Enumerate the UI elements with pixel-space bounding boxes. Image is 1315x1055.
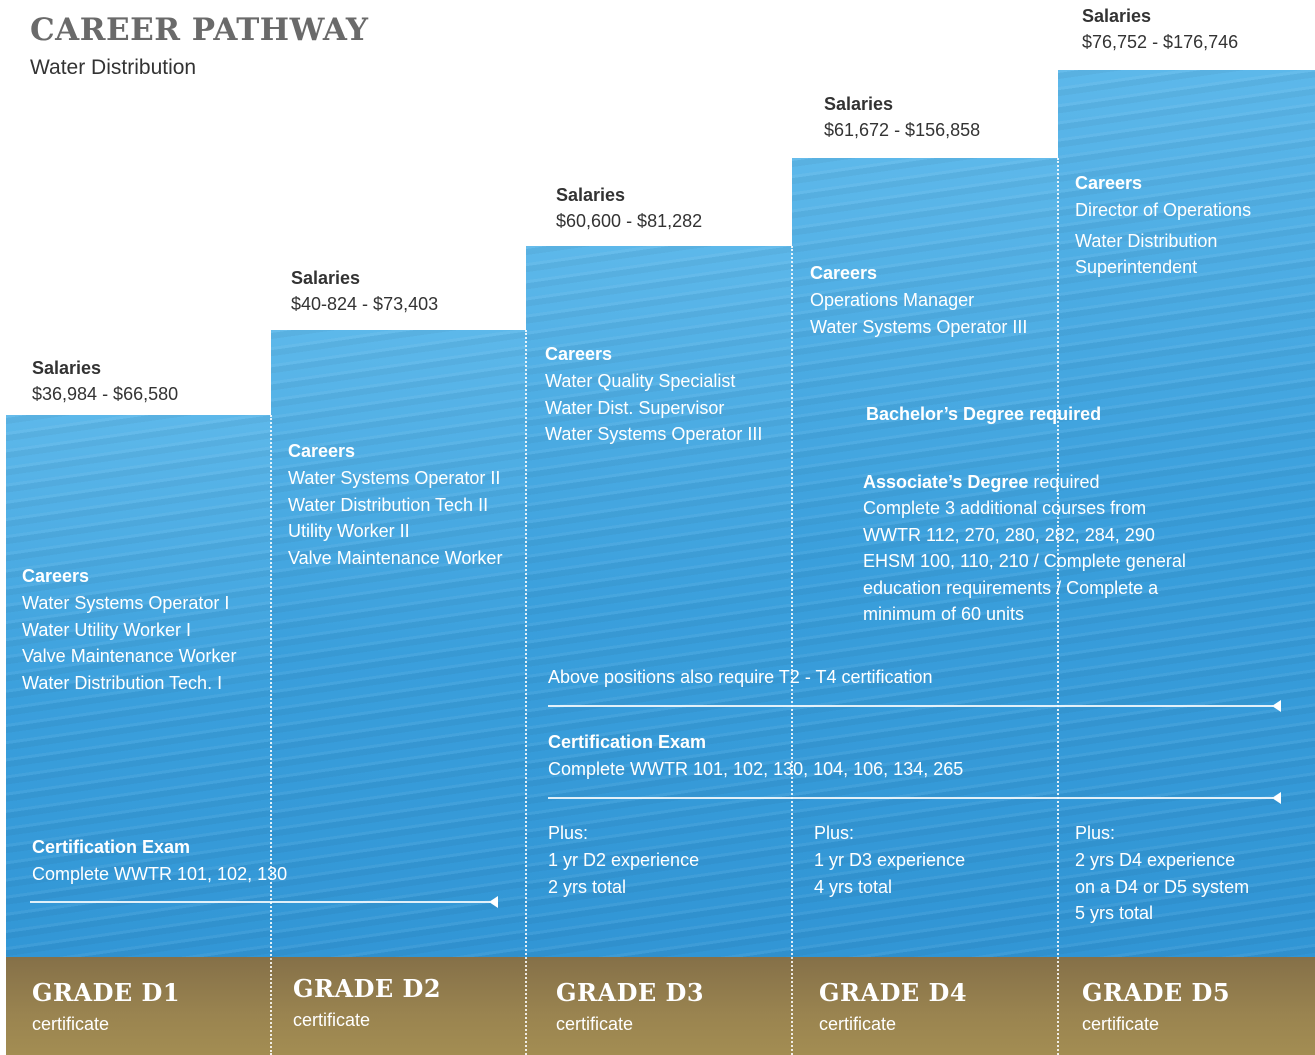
- certificate-label: certificate: [819, 1012, 896, 1036]
- careers-label: Careers: [545, 342, 612, 366]
- associate-text: Complete 3 additional courses from: [863, 496, 1146, 520]
- associate-text: EHSM 100, 110, 210 / Complete general: [863, 549, 1186, 573]
- salary-range: $40-824 - $73,403: [291, 292, 438, 316]
- exam-text: Complete WWTR 101, 102, 130, 104, 106, 1…: [548, 757, 963, 781]
- career: Valve Maintenance Worker: [22, 643, 302, 670]
- plus-line: 5 yrs total: [1075, 901, 1153, 925]
- column-divider: [525, 330, 527, 1055]
- career: Water Systems Operator I: [22, 590, 302, 617]
- associate-line: Associate’s Degree required: [863, 470, 1099, 494]
- arrow-head: [1272, 700, 1281, 712]
- career: Operations Manager: [810, 287, 1090, 314]
- careers-label: Careers: [22, 564, 89, 588]
- career: Water Systems Operator III: [545, 421, 825, 448]
- divider-line: [30, 901, 490, 903]
- career: Director of Operations: [1075, 197, 1290, 224]
- column-divider: [270, 415, 272, 1055]
- t-cert-note: Above positions also require T2 - T4 cer…: [548, 665, 933, 689]
- plus-line: 1 yr D3 experience: [814, 848, 965, 872]
- career: Water Distribution Superintendent: [1075, 228, 1290, 281]
- careers-label: Careers: [810, 261, 877, 285]
- salaries-label: Salaries: [824, 92, 893, 116]
- certificate-label: certificate: [293, 1008, 370, 1032]
- career: Water Systems Operator II: [288, 465, 568, 492]
- divider-line: [548, 797, 1273, 799]
- grade-label: GRADE D4: [819, 978, 967, 1008]
- plus-label: Plus:: [814, 821, 854, 845]
- plus-line: 2 yrs D4 experience: [1075, 848, 1235, 872]
- page: CAREER PATHWAY Water Distribution Salari…: [0, 0, 1315, 1055]
- career: Water Systems Operator III: [810, 314, 1090, 341]
- career: Utility Worker II: [288, 518, 568, 545]
- career: Valve Maintenance Worker: [288, 545, 568, 572]
- career: Water Distribution Tech. I: [22, 670, 302, 697]
- career: Water Utility Worker I: [22, 617, 302, 644]
- plus-label: Plus:: [1075, 821, 1115, 845]
- plus-line: 1 yr D2 experience: [548, 848, 699, 872]
- exam-text: Complete WWTR 101, 102, 130: [32, 862, 287, 886]
- grade-label: GRADE D5: [1082, 978, 1230, 1008]
- page-title: CAREER PATHWAY: [30, 12, 369, 48]
- salaries-label: Salaries: [32, 356, 101, 380]
- salary-range: $36,984 - $66,580: [32, 382, 178, 406]
- certificate-label: certificate: [32, 1012, 109, 1036]
- careers-label: Careers: [1075, 171, 1142, 195]
- career: Water Quality Specialist: [545, 368, 825, 395]
- plus-line: 4 yrs total: [814, 875, 892, 899]
- certificate-label: certificate: [1082, 1012, 1159, 1036]
- salaries-label: Salaries: [556, 183, 625, 207]
- arrow-head: [489, 896, 498, 908]
- grade-label: GRADE D2: [293, 974, 441, 1004]
- plus-label: Plus:: [548, 821, 588, 845]
- salary-range: $60,600 - $81,282: [556, 209, 702, 233]
- salary-range: $61,672 - $156,858: [824, 118, 980, 142]
- plus-line: on a D4 or D5 system: [1075, 875, 1249, 899]
- plus-line: 2 yrs total: [548, 875, 626, 899]
- certificate-label: certificate: [556, 1012, 633, 1036]
- associate-text: minimum of 60 units: [863, 602, 1024, 626]
- careers-label: Careers: [288, 439, 355, 463]
- career: Water Dist. Supervisor: [545, 395, 825, 422]
- associate-text: education requirements / Complete a: [863, 576, 1158, 600]
- associate-degree: Associate’s Degree: [863, 472, 1028, 492]
- bachelor-note: Bachelor’s Degree required: [866, 402, 1101, 426]
- careers-list: Director of Operations Water Distribution…: [1075, 197, 1290, 285]
- grade-label: GRADE D3: [556, 978, 704, 1008]
- divider-line: [548, 705, 1273, 707]
- exam-title: Certification Exam: [548, 730, 706, 754]
- salaries-label: Salaries: [1082, 4, 1151, 28]
- subtitle: Water Distribution: [30, 56, 196, 80]
- arrow-head: [1272, 792, 1281, 804]
- salary-range: $76,752 - $176,746: [1082, 30, 1238, 54]
- grade-label: GRADE D1: [32, 978, 180, 1008]
- salaries-label: Salaries: [291, 266, 360, 290]
- associate-required: required: [1028, 472, 1099, 492]
- exam-title: Certification Exam: [32, 835, 190, 859]
- career: Water Distribution Tech II: [288, 492, 568, 519]
- associate-text: WWTR 112, 270, 280, 282, 284, 290: [863, 523, 1155, 547]
